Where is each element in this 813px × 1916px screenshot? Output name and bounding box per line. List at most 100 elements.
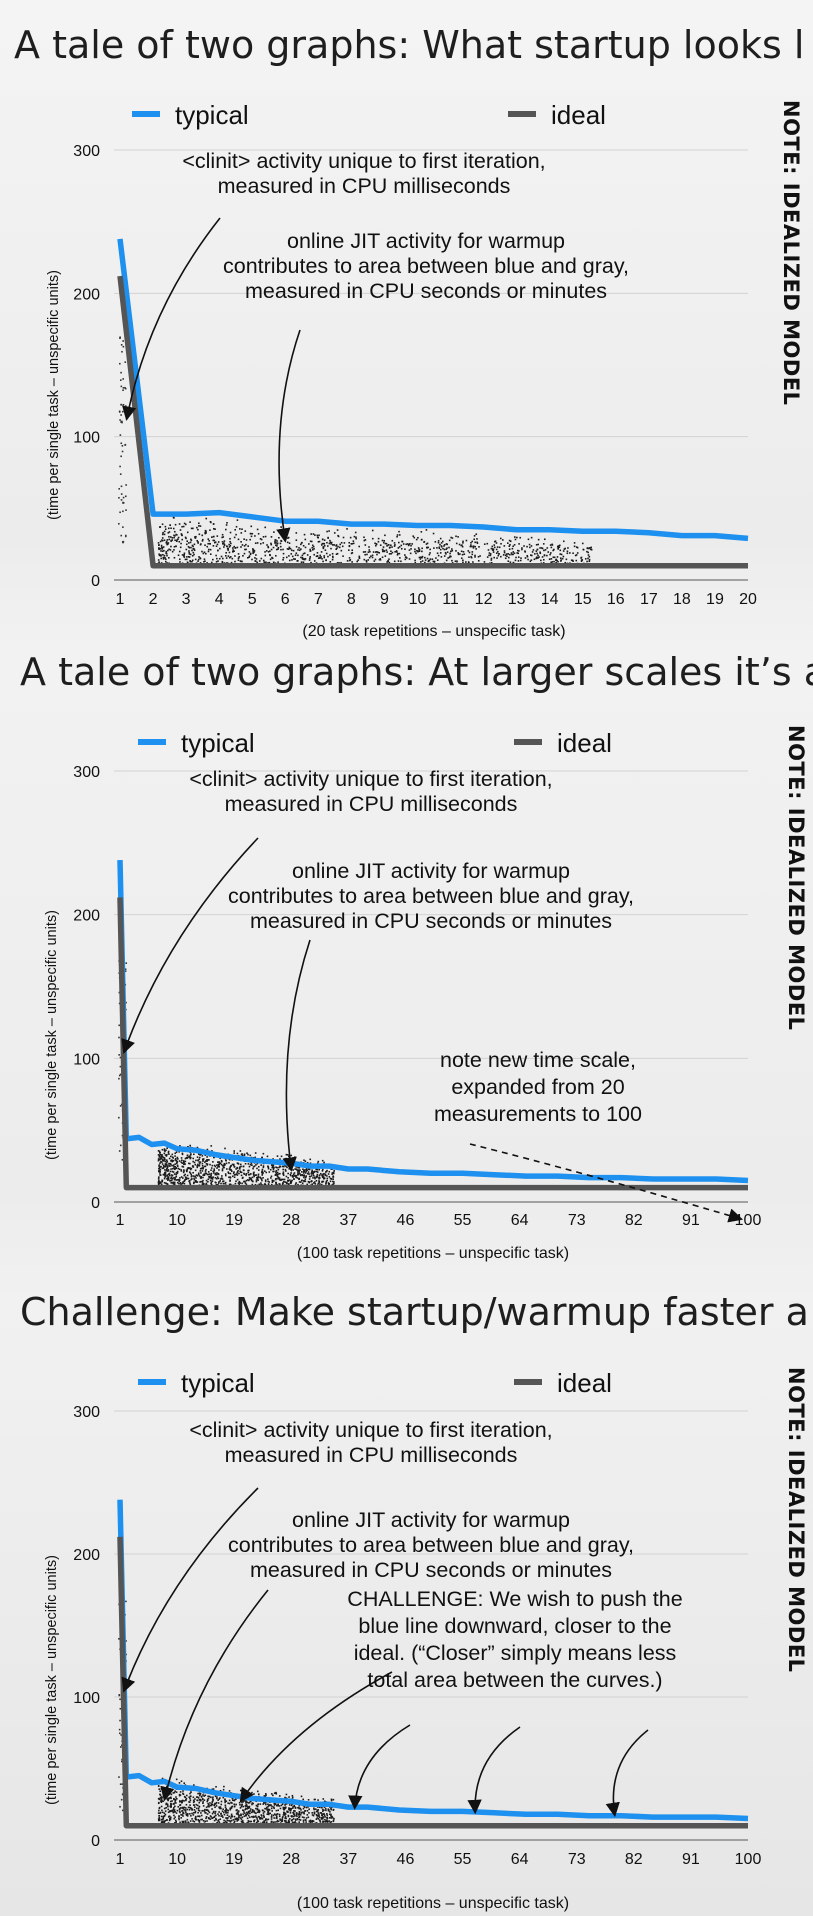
chart-2-jit-dot: [194, 1163, 197, 1166]
chart-2-jit-dot: [302, 1168, 304, 1171]
chart-3-jit-dot: [330, 1807, 332, 1810]
chart-2-clinit-dot: [118, 1150, 121, 1152]
chart-1-jit-dot: [471, 553, 474, 556]
chart-1-jit-dot: [535, 550, 538, 552]
chart-3-jit-dot: [157, 1785, 160, 1787]
chart-3-jit-dot: [207, 1799, 209, 1802]
chart-1-jit-dot: [576, 552, 579, 554]
chart-1-jit-dot: [374, 542, 376, 545]
chart-3-jit-dot: [245, 1804, 248, 1806]
chart-2-jit-dot: [167, 1170, 169, 1172]
chart-1-jit-dot: [317, 536, 320, 539]
chart-1-jit-dot: [364, 544, 367, 546]
chart-3-jit-dot: [158, 1815, 160, 1817]
chart-1-jit-dot: [405, 543, 407, 546]
chart-1-jit-dot: [336, 529, 339, 531]
chart-1-jit-dot: [559, 557, 562, 559]
chart-3-jit-dot: [214, 1812, 216, 1815]
chart-3-jit-dot: [306, 1809, 309, 1812]
chart-1-jit-dot: [530, 545, 533, 547]
chart-3-jit-dot: [248, 1801, 251, 1804]
chart-3-jit-dot: [329, 1813, 332, 1816]
chart-2-jit-dot: [182, 1182, 184, 1184]
chart-3-jit-dot: [264, 1795, 267, 1797]
chart-2-jit-dot: [318, 1168, 321, 1171]
chart-2-jit-dot: [277, 1176, 280, 1179]
chart-2-jit-dot: [282, 1168, 285, 1171]
chart-2-jit-dot: [250, 1162, 253, 1165]
chart-3-jit-dot: [265, 1807, 267, 1810]
chart-3-jit-dot: [225, 1821, 228, 1824]
chart-2-jit-dot: [224, 1173, 227, 1175]
chart-3-jit-dot: [179, 1821, 181, 1824]
chart-1-jit-dot: [329, 561, 332, 563]
chart-3-jit-dot: [237, 1810, 240, 1813]
chart-2-jit-dot: [216, 1167, 218, 1169]
chart-3-jit-dot: [212, 1788, 215, 1790]
chart-1-jit-dot: [476, 541, 478, 544]
chart-3-jit-dot: [294, 1815, 296, 1817]
chart-1-jit-dot: [587, 557, 589, 560]
chart-3-jit-dot: [283, 1812, 285, 1815]
chart-1-jit-dot: [388, 561, 391, 564]
chart-3-jit-dot: [311, 1812, 314, 1814]
chart-3-jit-dot: [267, 1813, 270, 1816]
chart-2-jit-dot: [174, 1167, 176, 1170]
chart-1-jit-dot: [555, 559, 557, 561]
chart-3-jit-dot: [197, 1819, 199, 1821]
chart-1-jit-dot: [516, 552, 519, 554]
chart-2-jit-dot: [276, 1173, 279, 1176]
chart-1-jit-dot: [385, 542, 388, 545]
chart-1-jit-dot: [291, 559, 293, 561]
chart-2-jit-dot: [186, 1169, 188, 1172]
chart-3-jit-dot: [198, 1815, 201, 1818]
chart-3-jit-dot: [256, 1816, 258, 1819]
chart-3-jit-dot: [245, 1807, 247, 1810]
chart-1-jit-dot: [230, 561, 233, 564]
chart-1-jit-dot: [503, 551, 506, 554]
chart-1-jit-dot: [468, 556, 470, 558]
chart-3-jit-dot: [319, 1812, 322, 1814]
chart-2-annotation-1-line: measured in CPU milliseconds: [225, 792, 518, 816]
chart-1-xtick-label: 4: [215, 591, 224, 608]
chart-1-jit-dot: [264, 535, 267, 538]
chart-3-jit-dot: [262, 1821, 264, 1824]
chart-1-jit-dot: [247, 556, 249, 559]
chart-1-jit-dot: [194, 537, 197, 539]
chart-1-jit-dot: [207, 550, 210, 553]
chart-3-jit-dot: [191, 1818, 193, 1820]
chart-2-jit-dot: [283, 1165, 285, 1168]
chart-2-jit-dot: [301, 1174, 304, 1176]
chart-1-jit-dot: [295, 539, 298, 541]
chart-1-jit-dot: [553, 560, 555, 563]
chart-2-jit-dot: [276, 1177, 278, 1180]
chart-3-jit-dot: [246, 1822, 248, 1824]
chart-2-jit-dot: [311, 1169, 313, 1171]
chart-3-jit-dot: [267, 1818, 270, 1821]
chart-2-jit-dot: [193, 1181, 195, 1184]
chart-2-jit-dot: [292, 1178, 295, 1180]
chart-1-jit-dot: [241, 528, 243, 531]
chart-3-jit-dot: [249, 1816, 251, 1819]
chart-1-jit-dot: [394, 550, 396, 553]
chart-3-jit-dot: [275, 1809, 278, 1812]
chart-1-jit-dot: [491, 545, 494, 548]
chart-1-jit-dot: [382, 541, 385, 544]
chart-2-jit-dot: [172, 1167, 174, 1170]
chart-3-jit-dot: [316, 1817, 319, 1819]
chart-1-jit-dot: [294, 554, 297, 556]
chart-3-jit-dot: [308, 1808, 310, 1811]
chart-1-clinit-dot: [124, 386, 126, 389]
chart-3-jit-dot: [194, 1817, 196, 1820]
chart-3-jit-dot: [208, 1811, 211, 1814]
chart-2-jit-dot: [255, 1180, 258, 1183]
chart-3-jit-dot: [157, 1797, 160, 1800]
chart-1-jit-dot: [212, 527, 215, 530]
chart-3-jit-dot: [262, 1812, 265, 1814]
chart-1-jit-dot: [196, 526, 198, 529]
chart-1-jit-dot: [252, 548, 254, 550]
chart-3-jit-dot: [225, 1809, 227, 1812]
chart-3-jit-dot: [256, 1805, 259, 1808]
chart-2-jit-dot: [186, 1156, 189, 1159]
chart-2-jit-dot: [190, 1167, 193, 1170]
